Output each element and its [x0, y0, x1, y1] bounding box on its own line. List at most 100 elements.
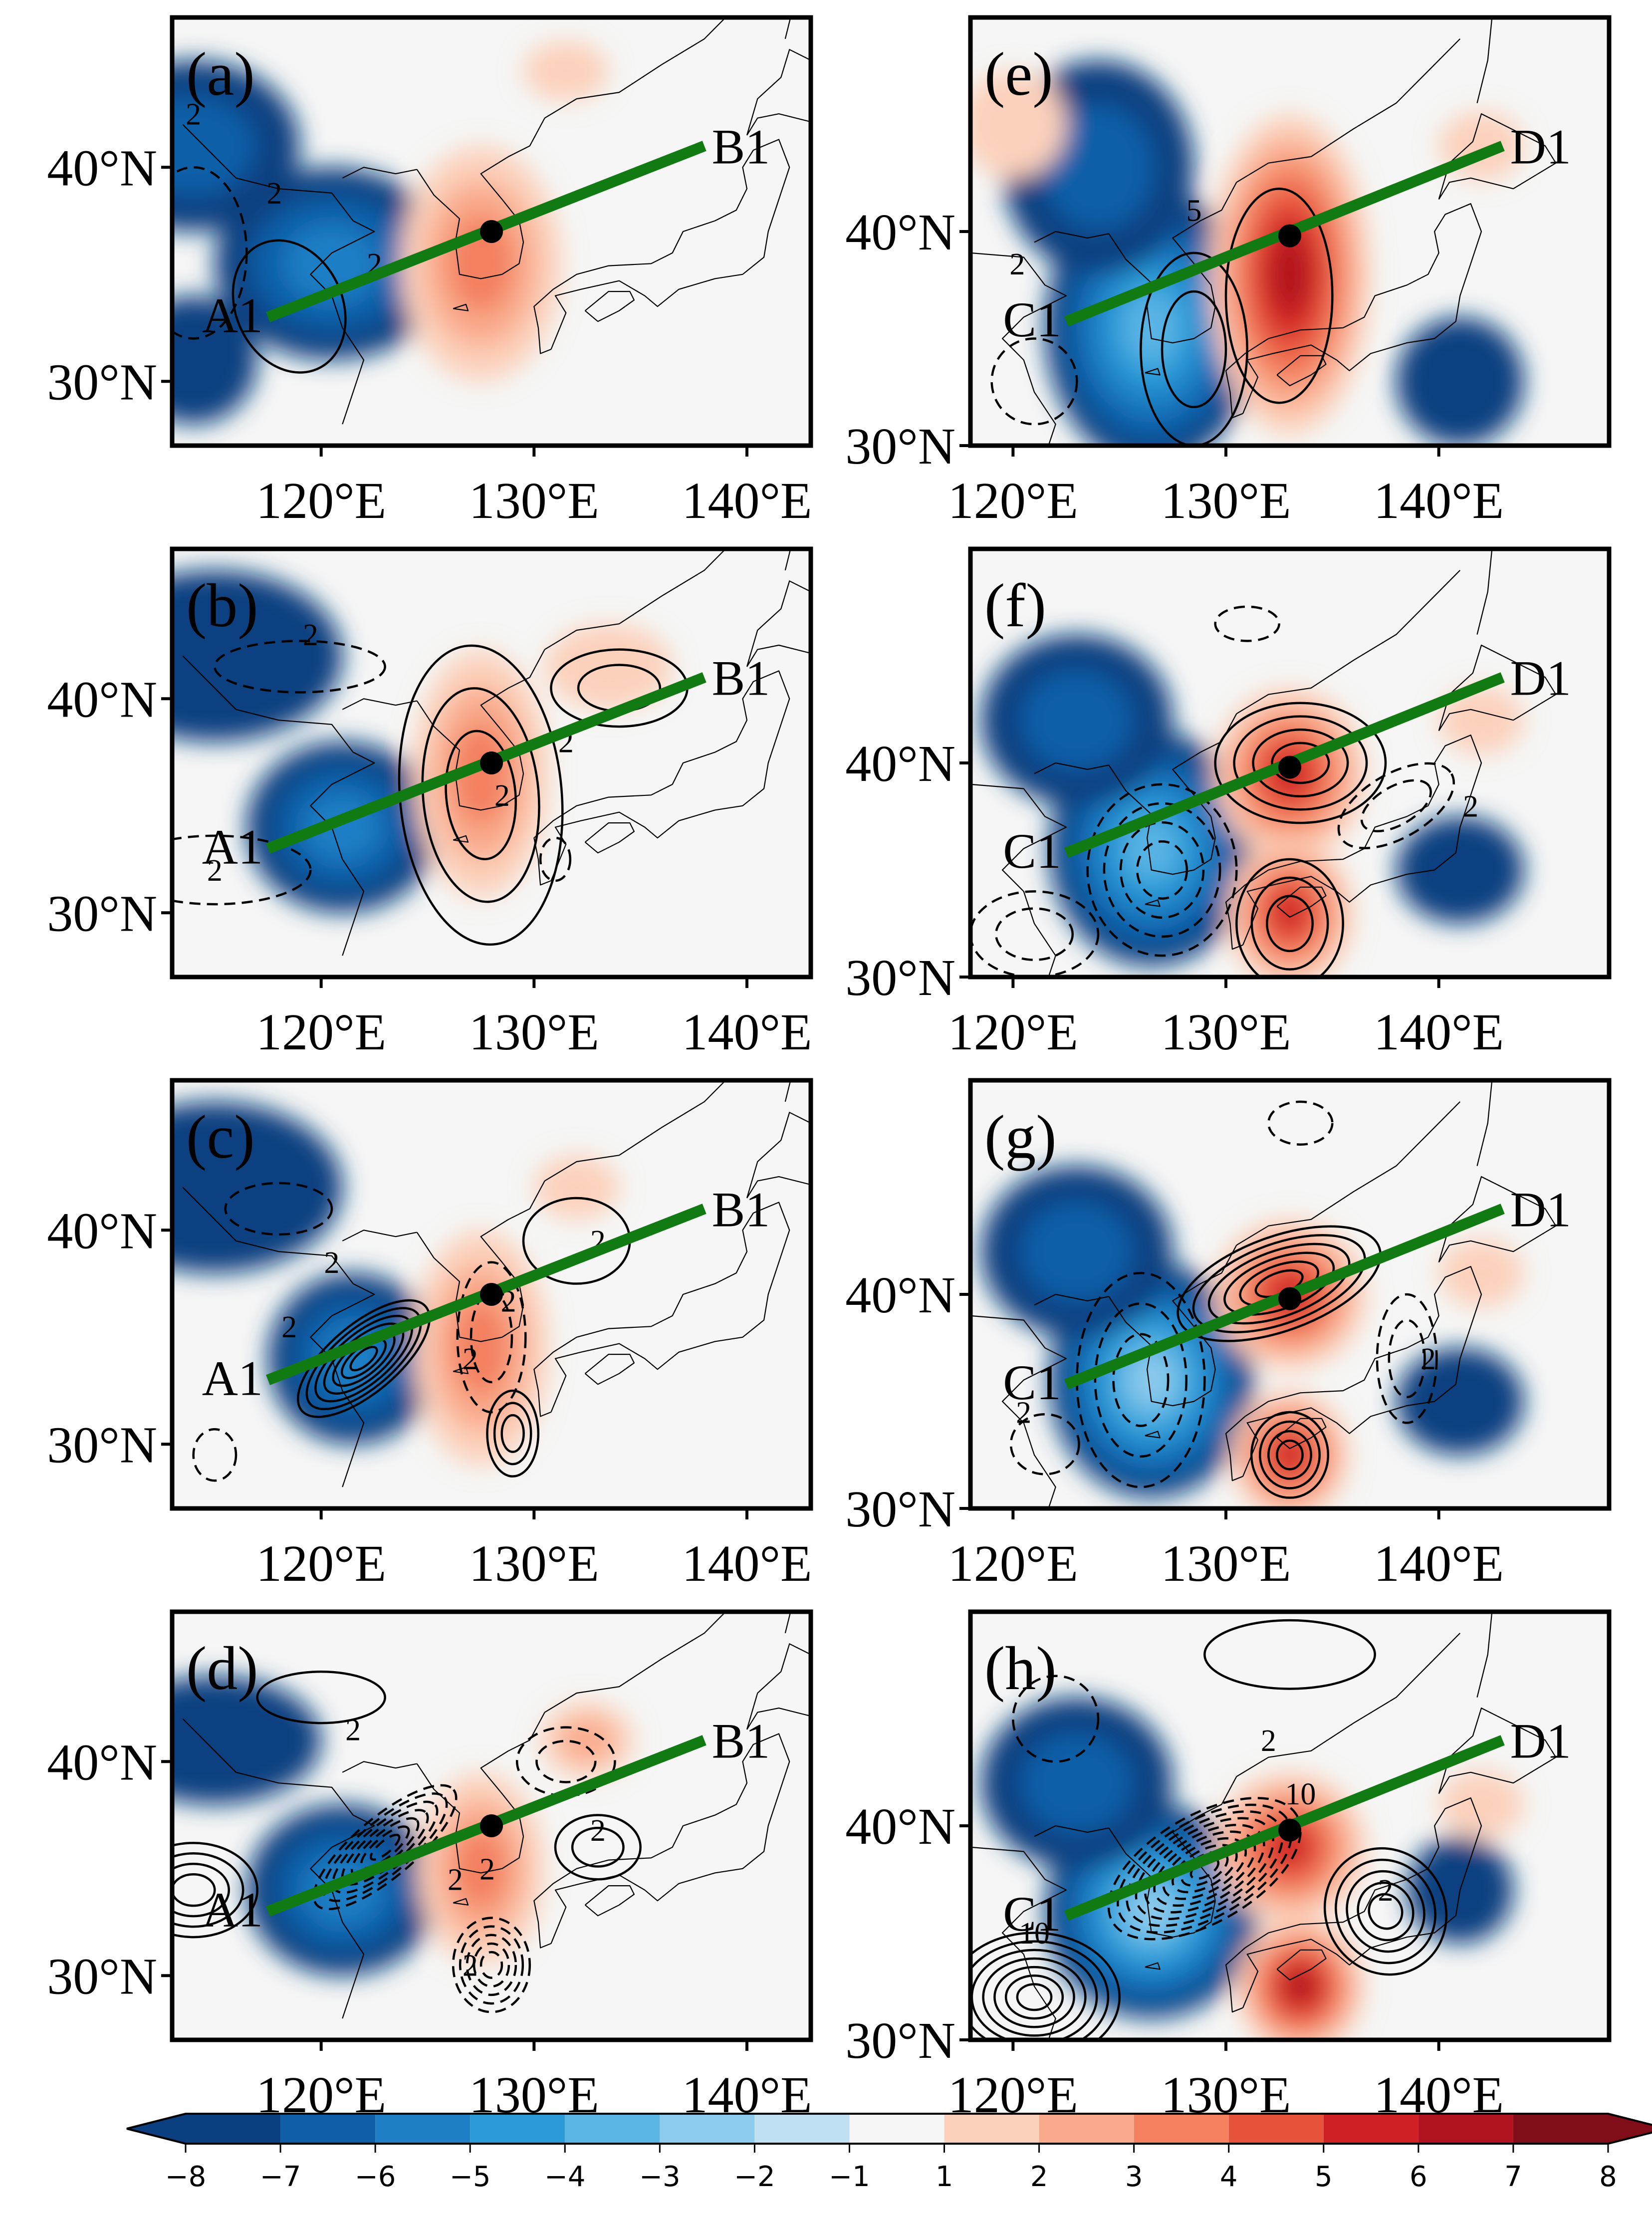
panel-label: (h) — [984, 1634, 1057, 1703]
coastline — [784, 17, 791, 39]
colorbar-segment — [375, 2114, 471, 2144]
anomaly-blob — [1438, 1238, 1524, 1307]
colorbar-tick-label: −3 — [639, 2161, 681, 2193]
contour-positive — [486, 1389, 540, 1478]
y-tick-label: 40°N — [47, 671, 157, 728]
coastline — [342, 1230, 417, 1241]
contour-label: 2 — [186, 98, 201, 132]
section-start-label: A1 — [202, 288, 263, 343]
coastline — [1276, 1949, 1327, 1980]
contour-positive — [349, 1346, 378, 1372]
contour-lines — [970, 1619, 1448, 2040]
contour-negative — [515, 1726, 616, 1797]
center-point-marker — [480, 1814, 503, 1837]
y-tick-label: 30°N — [845, 949, 955, 1006]
anomaly-blob — [970, 71, 1066, 178]
contour-negative — [535, 1739, 597, 1783]
contour-positive — [1335, 1858, 1436, 1965]
contour-positive — [1140, 251, 1248, 446]
contour-positive — [421, 687, 540, 903]
coastline — [970, 783, 1067, 977]
colorbar-segment — [1323, 2114, 1418, 2144]
section-end-label: D1 — [1510, 1182, 1571, 1237]
coastline — [1034, 762, 1109, 774]
contour-label: 2 — [494, 779, 510, 813]
x-tick-label: 130°E — [1161, 1535, 1291, 1592]
section-start-label: C1 — [1003, 1886, 1061, 1942]
y-tick-label: 40°N — [845, 1798, 955, 1855]
y-tick-label: 40°N — [47, 1733, 157, 1791]
anomaly-blob — [454, 1829, 507, 1909]
contour-labels: 2 10 10 2 — [1019, 1724, 1394, 1951]
contour-labels: 2 — [1463, 789, 1478, 823]
contour-negative — [1107, 1797, 1302, 1941]
contour-positive — [445, 730, 517, 860]
coastlines — [182, 17, 811, 425]
anomaly-blob — [523, 41, 609, 101]
contour-labels: 22 — [1016, 1342, 1436, 1430]
contour-label: 2 — [281, 1310, 297, 1344]
coastline — [416, 118, 545, 279]
contour-negative — [1112, 1333, 1170, 1427]
panel-frame — [170, 1078, 813, 1511]
contour-positive — [493, 1402, 532, 1466]
contour-positive — [172, 1842, 258, 1939]
contour-label: 5 — [1186, 194, 1202, 228]
coastline — [784, 1080, 791, 1102]
contour-lines — [172, 166, 347, 374]
contour-negative — [472, 1942, 510, 1988]
x-tick-label: 120°E — [256, 1535, 386, 1592]
colorbar-tick-label: −1 — [829, 2161, 870, 2193]
contour-label: 2 — [463, 1342, 478, 1376]
axis-ticks: 120°E 130°E 140°E 40°N 30°N — [845, 204, 1504, 529]
coastline — [970, 1315, 1067, 1508]
colorbar-tick-label: −8 — [165, 2161, 207, 2193]
contour-positive — [1252, 729, 1349, 797]
contour-label: 2 — [1378, 1874, 1394, 1908]
anomaly-blob — [172, 96, 256, 196]
contour-positive — [1004, 1974, 1064, 2020]
contour-lines — [192, 1182, 631, 1482]
y-tick-label: 30°N — [47, 353, 157, 411]
contour-positive — [172, 1873, 216, 1907]
coastline — [416, 1712, 545, 1874]
coastlines — [970, 1612, 1557, 2040]
coastline — [1145, 899, 1161, 907]
contour-negative — [990, 337, 1078, 426]
anomaly-blob — [1021, 670, 1133, 770]
axis-ticks: 120°E 130°E 140°E 40°N 30°N — [845, 735, 1504, 1061]
colorbar: −8 −7 −6 −5 −4 −3 −2 −1 1 2 3 4 5 6 7 8 — [126, 2113, 1652, 2193]
contour-negative — [539, 836, 572, 882]
coastline — [1145, 1431, 1161, 1439]
x-tick-label: 120°E — [256, 472, 386, 529]
contour-positive — [305, 1307, 422, 1411]
contour-negative — [1267, 1100, 1334, 1146]
contour-negative — [466, 1934, 517, 1996]
contour-negative — [970, 890, 1100, 977]
contour-positive — [970, 1932, 1121, 2040]
center-point-marker — [1278, 755, 1301, 779]
x-tick-label: 120°E — [948, 472, 1078, 529]
coastline — [1236, 38, 1461, 183]
anomaly-blob — [1396, 317, 1524, 446]
contour-positive — [1259, 1420, 1321, 1489]
colorbar-segment — [280, 2114, 376, 2144]
center-point-marker — [480, 220, 503, 243]
contour-label: 2 — [448, 1863, 463, 1897]
anomaly-blob — [172, 1101, 343, 1273]
contour-negative — [369, 1833, 401, 1861]
x-tick-label: 140°E — [682, 472, 812, 529]
section-end-label: B1 — [712, 650, 770, 706]
contour-positive — [1346, 1870, 1425, 1953]
y-tick-label: 40°N — [845, 735, 955, 792]
contour-positive — [982, 1957, 1087, 2037]
contour-positive — [1177, 1225, 1382, 1342]
section-start-label: A1 — [202, 819, 263, 875]
contour-negative — [360, 1825, 410, 1869]
contour-positive — [1224, 187, 1334, 404]
contour-positive — [500, 1414, 525, 1453]
anomaly-blob — [1438, 686, 1524, 754]
contour-negative — [479, 1951, 503, 1979]
